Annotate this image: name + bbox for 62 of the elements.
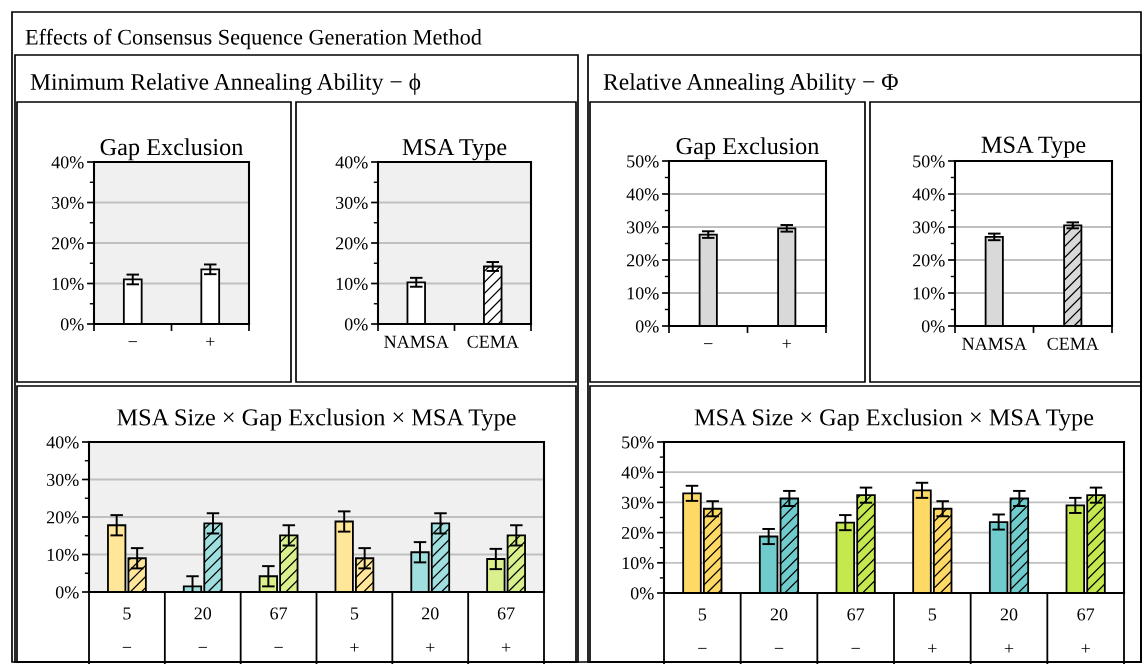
- category-label: 67 +: [1077, 608, 1095, 653]
- text: Minimum Relative Annealing Ability − ϕ: [30, 73, 421, 95]
- y-tick-label: 40%: [626, 188, 659, 201]
- x-tick-label: NAMSA: [962, 337, 1027, 350]
- y-tick-label: 20%: [46, 511, 79, 524]
- y-tick-label: 0%: [921, 320, 945, 333]
- y-tick-label: 30%: [336, 196, 368, 209]
- y-tick-label: 40%: [912, 188, 945, 201]
- x-tick-label: +: [206, 337, 215, 346]
- text: Relative Annealing Ability − Φ: [603, 73, 898, 95]
- category-label: 5 −: [122, 607, 132, 648]
- y-tick-label: 10%: [913, 287, 945, 300]
- y-tick-label: 30%: [47, 473, 79, 486]
- y-tick-label: 30%: [913, 221, 945, 234]
- y-tick-label: 30%: [622, 496, 654, 509]
- y-tick-label: 10%: [622, 557, 654, 570]
- x-tick-label: NAMSA: [384, 335, 449, 348]
- category-label: 20 −: [770, 608, 788, 649]
- y-tick-label: 20%: [912, 254, 945, 267]
- category-label: 5 −: [698, 608, 707, 649]
- y-tick-label: 40%: [621, 466, 654, 479]
- category-label: 67 +: [497, 607, 515, 652]
- y-tick-label: 20%: [335, 237, 368, 250]
- chart-title: Gap Exclusion: [676, 137, 820, 160]
- y-tick-label: 0%: [344, 318, 368, 331]
- y-tick-label: 50%: [622, 436, 654, 449]
- y-tick-label: 0%: [55, 586, 79, 599]
- category-label: 67 −: [847, 608, 865, 649]
- y-tick-label: 30%: [627, 221, 659, 234]
- chart-title: MSA Size × Gap Exclusion × MSA Type: [694, 408, 1094, 431]
- category-label: 5 +: [350, 607, 359, 652]
- category-label: 20 +: [422, 607, 439, 652]
- category-label: 20 +: [1000, 608, 1018, 653]
- y-tick-label: 20%: [626, 254, 659, 267]
- y-tick-label: 0%: [635, 320, 659, 333]
- y-tick-label: 50%: [913, 155, 945, 168]
- y-tick-label: 10%: [52, 277, 84, 290]
- y-tick-label: 10%: [336, 277, 368, 290]
- y-tick-label: 20%: [621, 526, 654, 540]
- x-tick-label: −: [704, 343, 713, 345]
- category-label: 20 −: [194, 607, 212, 648]
- x-tick-label: CEMA: [467, 335, 519, 348]
- chart-title: MSA Type: [402, 138, 507, 161]
- y-tick-label: 40%: [335, 156, 368, 169]
- y-tick-label: 0%: [630, 587, 654, 600]
- chart-title: MSA Size × Gap Exclusion × MSA Type: [117, 408, 516, 431]
- y-tick-label: 40%: [46, 436, 79, 449]
- chart-title: MSA Type: [981, 136, 1086, 158]
- y-tick-label: 50%: [627, 155, 659, 168]
- y-tick-label: 30%: [52, 196, 84, 209]
- chart-title: Gap Exclusion: [100, 138, 244, 161]
- y-tick-label: 20%: [51, 237, 84, 250]
- x-tick-label: +: [782, 339, 791, 348]
- y-tick-label: 10%: [47, 548, 79, 561]
- y-tick-label: 40%: [51, 156, 84, 169]
- x-tick-label: CEMA: [1047, 337, 1099, 350]
- y-tick-label: 0%: [60, 318, 84, 331]
- text: Effects of Consensus Sequence Generation Method: [25, 28, 482, 50]
- x-tick-label: −: [128, 341, 137, 343]
- category-label: 67 −: [270, 607, 288, 648]
- y-tick-label: 10%: [627, 287, 659, 300]
- category-label: 5 +: [928, 608, 937, 653]
